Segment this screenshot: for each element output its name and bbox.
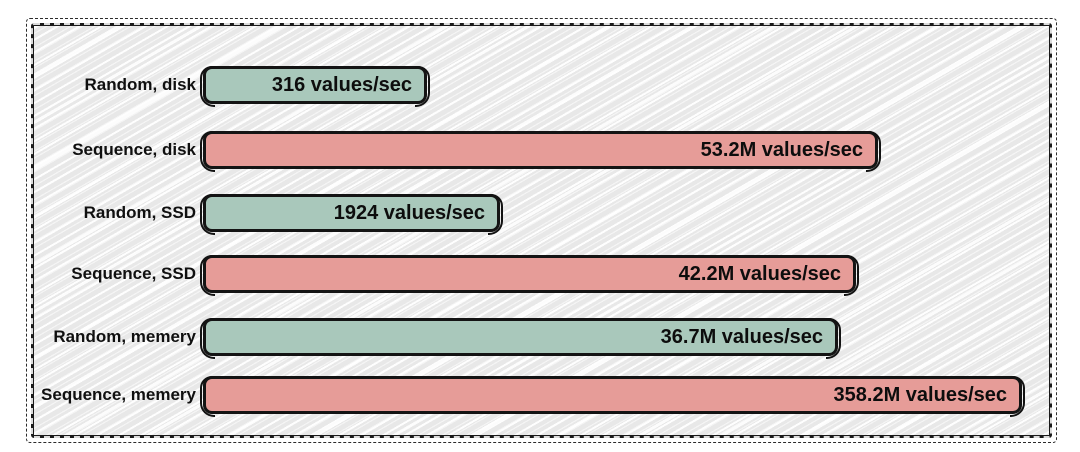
bar-sequence-ssd: 42.2M values/sec — [200, 255, 859, 296]
bar-random-memery: 36.7M values/sec — [200, 318, 841, 359]
value-label-sequence-ssd: 42.2M values/sec — [678, 263, 841, 285]
bar-sequence-memery: 358.2M values/sec — [200, 376, 1025, 417]
bar-random-ssd: 1924 values/sec — [200, 194, 503, 235]
bar-sequence-disk: 53.2M values/sec — [200, 131, 881, 172]
bar-random-disk: 316 values/sec — [200, 66, 430, 107]
value-label-sequence-disk: 53.2M values/sec — [700, 139, 863, 161]
category-label-sequence-memery: Sequence, memery — [41, 385, 196, 404]
value-label-random-disk: 316 values/sec — [271, 74, 412, 96]
bar-row-random-ssd: Random, SSD 1924 values/sec — [0, 194, 1080, 235]
category-label-sequence-disk: Sequence, disk — [72, 140, 196, 159]
value-label-sequence-memery: 358.2M values/sec — [833, 384, 1007, 406]
value-label-random-ssd: 1924 values/sec — [333, 202, 485, 224]
bar-row-sequence-disk: Sequence, disk 53.2M values/sec — [0, 131, 1080, 172]
category-label-random-ssd: Random, SSD — [83, 203, 196, 222]
category-label-random-memery: Random, memery — [53, 327, 196, 346]
bar-row-sequence-ssd: Sequence, SSD 42.2M values/sec — [0, 255, 1080, 296]
bar-row-sequence-memery: Sequence, memery 358.2M values/sec — [0, 376, 1080, 417]
value-label-random-memery: 36.7M values/sec — [660, 326, 823, 348]
category-label-sequence-ssd: Sequence, SSD — [71, 264, 196, 283]
category-label-random-disk: Random, disk — [84, 75, 196, 94]
bar-row-random-disk: Random, disk 316 values/sec — [0, 66, 1080, 107]
bar-row-random-memery: Random, memery 36.7M values/sec — [0, 318, 1080, 359]
